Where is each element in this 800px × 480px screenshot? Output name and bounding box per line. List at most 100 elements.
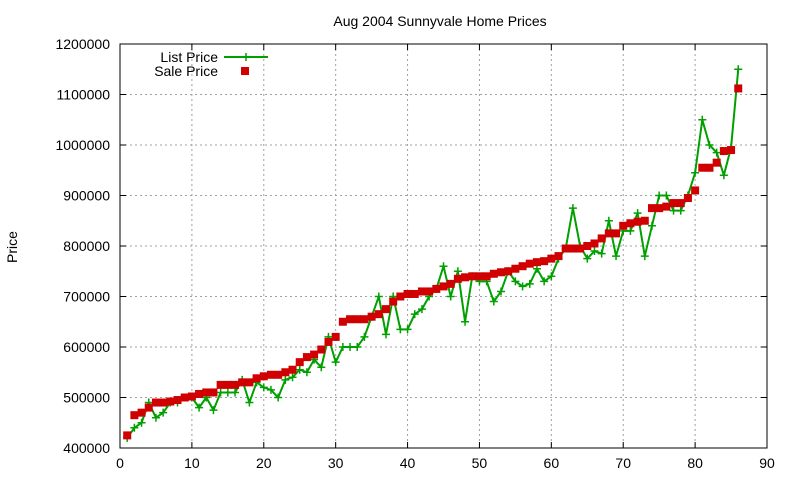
data-point-list-price: [547, 272, 556, 281]
y-tick-label: 900000: [63, 188, 110, 204]
data-point-sale-price: [518, 262, 527, 271]
data-point-list-price: [410, 310, 419, 319]
data-point-list-price: [461, 317, 470, 326]
data-point-sale-price: [497, 268, 506, 277]
data-point-sale-price: [475, 272, 484, 281]
data-point-sale-price: [302, 353, 311, 362]
data-point-list-price: [604, 216, 613, 225]
data-point-sale-price: [281, 368, 290, 377]
data-point-sale-price: [166, 397, 175, 406]
data-point-sale-price: [626, 219, 635, 228]
data-point-list-price: [691, 168, 700, 177]
data-point-sale-price: [540, 257, 549, 266]
data-point-sale-price: [410, 289, 419, 298]
data-point-sale-price: [389, 297, 398, 306]
data-point-list-price: [295, 365, 304, 374]
y-tick-label: 800000: [63, 238, 110, 254]
data-point-list-price: [288, 373, 297, 382]
data-point-sale-price: [676, 199, 685, 208]
legend-label-sale-price: Sale Price: [154, 63, 218, 79]
data-point-list-price: [302, 368, 311, 377]
data-point-list-price: [705, 141, 714, 149]
data-point-sale-price: [532, 258, 541, 267]
data-point-sale-price: [576, 244, 585, 253]
data-point-list-price: [568, 204, 577, 213]
data-point-list-price: [518, 282, 527, 291]
data-point-sale-price: [195, 389, 204, 398]
data-point-list-price: [317, 363, 326, 372]
data-point-sale-price: [662, 202, 671, 211]
data-point-list-price: [216, 388, 225, 397]
data-point-sale-price: [360, 315, 369, 324]
data-point-list-price: [712, 148, 721, 157]
legend-marker-list-price: [242, 53, 250, 61]
data-point-sale-price: [691, 186, 700, 195]
data-point-list-price: [540, 277, 549, 286]
data-point-list-price: [130, 423, 139, 432]
data-point-list-price: [676, 206, 685, 215]
data-point-sale-price: [561, 244, 570, 253]
legend-marker-sale-price: [241, 67, 249, 75]
data-point-list-price: [417, 305, 426, 314]
data-point-sale-price: [331, 332, 340, 341]
data-point-sale-price: [245, 378, 254, 387]
y-tick-label: 400000: [63, 440, 110, 456]
data-point-sale-price: [288, 365, 297, 374]
x-tick-label: 80: [687, 455, 703, 471]
data-point-sale-price: [403, 289, 412, 298]
data-point-sale-price: [554, 252, 563, 261]
data-point-sale-price: [489, 269, 498, 278]
data-point-sale-price: [547, 254, 556, 263]
data-point-list-price: [525, 279, 534, 288]
data-point-sale-price: [317, 345, 326, 354]
legend-label-list-price: List Price: [160, 49, 218, 65]
data-point-sale-price: [130, 411, 139, 420]
data-point-sale-price: [439, 282, 448, 291]
chart-title: Aug 2004 Sunnyvale Home Prices: [333, 13, 546, 29]
data-point-sale-price: [468, 272, 477, 281]
data-point-sale-price: [705, 163, 714, 172]
series-layer: [123, 65, 743, 442]
data-point-sale-price: [669, 199, 678, 208]
data-point-sale-price: [180, 393, 189, 402]
data-point-sale-price: [504, 267, 513, 276]
data-point-sale-price: [612, 229, 621, 238]
data-point-sale-price: [338, 317, 347, 326]
series-sale-price: [123, 84, 743, 440]
data-point-list-price: [698, 115, 707, 124]
data-point-list-price: [612, 252, 621, 261]
y-tick-label: 500000: [63, 390, 110, 406]
data-point-sale-price: [151, 398, 160, 407]
data-point-sale-price: [417, 287, 426, 296]
legend: List Price Sale Price: [154, 49, 268, 79]
data-point-sale-price: [633, 217, 642, 226]
data-point-list-price: [331, 358, 340, 367]
y-tick-label: 1200000: [55, 36, 110, 52]
data-point-list-price: [231, 388, 240, 397]
x-tick-label: 60: [544, 455, 560, 471]
y-tick-label: 1000000: [55, 137, 110, 153]
data-point-list-price: [403, 325, 412, 334]
data-point-list-price: [338, 343, 347, 351]
data-point-sale-price: [252, 374, 261, 383]
data-point-sale-price: [482, 272, 491, 281]
y-tick-label: 1100000: [57, 87, 111, 103]
data-point-sale-price: [583, 242, 592, 250]
grid-lines: [120, 44, 767, 448]
data-point-list-price: [439, 262, 448, 271]
tick-labels: 0 10 20 30 40 50 60 70 80 90 400000 500000 600000 700…: [55, 36, 775, 471]
data-point-list-price: [655, 191, 664, 200]
data-point-list-price: [259, 383, 268, 392]
data-point-list-price: [159, 408, 168, 417]
data-point-sale-price: [353, 315, 362, 324]
data-point-list-price: [662, 191, 671, 200]
data-point-list-price: [209, 406, 218, 415]
data-point-sale-price: [310, 350, 319, 359]
x-tick-label: 70: [615, 455, 631, 471]
data-point-sale-price: [604, 229, 613, 238]
data-point-list-price: [195, 403, 204, 412]
data-point-sale-price: [367, 312, 376, 321]
x-tick-label: 40: [400, 455, 416, 471]
data-point-sale-price: [461, 273, 470, 282]
data-point-list-price: [446, 292, 455, 301]
